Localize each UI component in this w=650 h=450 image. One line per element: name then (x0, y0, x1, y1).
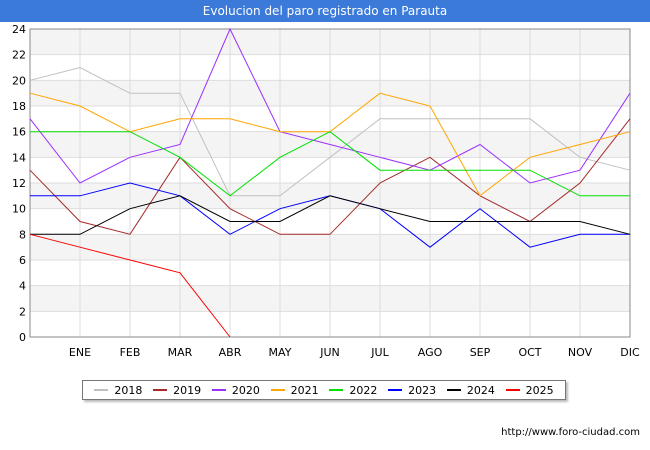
y-tick-label: 6 (19, 254, 26, 267)
x-tick-label: DIC (620, 346, 640, 359)
y-tick-label: 12 (12, 177, 26, 190)
y-tick-label: 0 (19, 331, 26, 344)
chart-title: Evolucion del paro registrado en Parauta (0, 0, 650, 22)
legend-swatch (388, 389, 403, 391)
y-tick-label: 22 (12, 49, 26, 62)
plot-border (29, 28, 631, 338)
series-line-2022 (30, 131, 630, 197)
legend-item-2023: 2023 (388, 384, 436, 397)
x-tick-label: SEP (470, 346, 491, 359)
y-tick-label: 16 (12, 126, 26, 139)
x-tick-label: JUN (319, 346, 340, 359)
x-tick-label: ENE (69, 346, 91, 359)
legend: 2018 2019 2020 2021 2022 2023 2024 2025 (82, 380, 566, 400)
legend-swatch (211, 389, 226, 391)
x-tick-label: MAY (269, 346, 292, 359)
y-tick-label: 8 (19, 228, 26, 241)
series-line-2025 (29, 233, 231, 338)
legend-label: 2018 (114, 383, 143, 397)
y-tick-label: 4 (19, 280, 26, 293)
legend-item-2022: 2022 (329, 384, 377, 397)
legend-item-2025: 2025 (505, 383, 554, 397)
legend-swatch (446, 389, 461, 391)
legend-swatch (94, 389, 109, 391)
x-tick-label: AGO (418, 346, 443, 359)
y-tick-label: 18 (12, 100, 26, 113)
x-tick-label: ABR (219, 346, 242, 359)
series-line-2018 (29, 66, 631, 197)
x-tick-label: NOV (568, 346, 593, 359)
legend-item-2020: 2020 (211, 383, 260, 397)
legend-label: 2024 (466, 383, 495, 397)
x-tick-label: FEB (120, 346, 141, 359)
y-tick-label: 24 (12, 23, 26, 36)
x-tick-label: OCT (518, 346, 541, 359)
legend-swatch (153, 389, 168, 391)
series-line-2020 (29, 27, 631, 184)
y-tick-label: 20 (12, 74, 26, 87)
y-tick-label: 2 (19, 305, 26, 318)
legend-label: 2021 (290, 383, 319, 397)
legend-swatch (270, 389, 285, 391)
legend-label: 2019 (173, 383, 202, 397)
legend-label: 2020 (231, 383, 260, 397)
footer-url[interactable]: http://www.foro-ciudad.com (501, 427, 640, 438)
series-line-2024 (30, 195, 631, 235)
legend-label: 2025 (525, 383, 554, 397)
legend-swatch (505, 389, 520, 391)
legend-swatch (329, 389, 344, 391)
legend-label: 2022 (349, 383, 378, 397)
x-tick-label: JUL (370, 346, 389, 359)
legend-item-2019: 2019 (153, 384, 201, 397)
y-tick-label: 14 (12, 151, 26, 164)
legend-item-2021: 2021 (270, 383, 319, 397)
legend-item-2024: 2024 (446, 383, 495, 397)
legend-item-2018: 2018 (94, 384, 142, 397)
legend-label: 2023 (408, 383, 437, 397)
y-tick-label: 10 (12, 203, 26, 216)
x-tick-label: MAR (168, 346, 193, 359)
